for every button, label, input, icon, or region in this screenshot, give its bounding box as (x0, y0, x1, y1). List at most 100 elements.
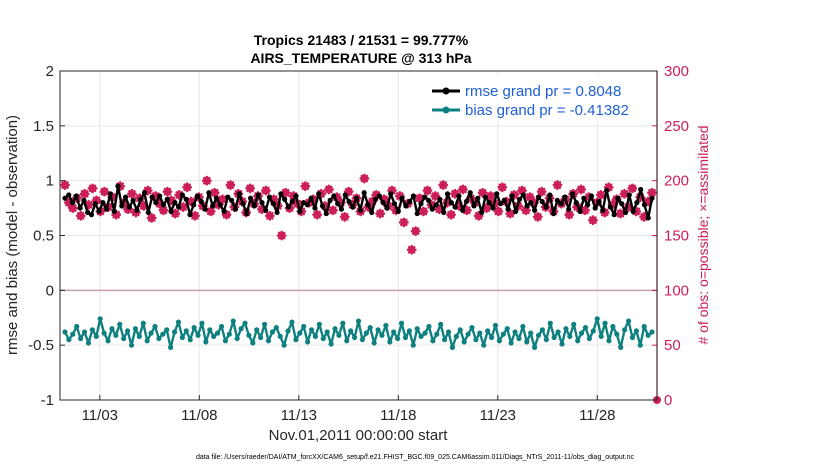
bias-point (144, 338, 150, 344)
obs-point (481, 203, 492, 213)
obs-point (461, 205, 472, 216)
bias-point (70, 331, 76, 337)
bias-point (406, 328, 412, 334)
obs-point (276, 230, 287, 241)
obs-point (473, 210, 484, 221)
rmse-point (202, 206, 208, 212)
bias-point (113, 332, 119, 338)
rmse-point (251, 203, 257, 209)
rmse-point (213, 195, 220, 201)
obs-point (485, 191, 496, 201)
bias-point (132, 326, 139, 332)
rmse-point (478, 209, 485, 216)
data-file-footnote: data file: /Users/raeder/DAI/ATM_forcXX/… (196, 454, 635, 461)
bias-point (395, 335, 401, 342)
obs-point (532, 211, 543, 222)
rmse-point (414, 210, 420, 217)
rmse-point (558, 201, 564, 207)
rmse-point (285, 204, 292, 210)
bias-point (211, 333, 217, 339)
y-right-tick-label: 250 (664, 118, 689, 135)
rmse-point (638, 186, 644, 193)
rmse-point (460, 207, 466, 213)
rmse-point (388, 191, 394, 197)
bias-series (62, 316, 655, 350)
rmse-point (240, 201, 246, 207)
rmse-point (573, 200, 579, 206)
obs-point (327, 205, 338, 216)
x-tick-label: 11/13 (281, 407, 317, 424)
rmse-point (62, 195, 68, 201)
rmse-point (634, 200, 640, 206)
obs-point (564, 209, 575, 220)
rmse-point (141, 190, 148, 196)
bias-point (312, 333, 319, 339)
rmse-point (357, 207, 363, 213)
rmse-point (122, 194, 129, 200)
bias-point (316, 321, 322, 327)
x-tick-label: 11/23 (480, 407, 516, 424)
rmse-point (596, 198, 602, 205)
rmse-point (293, 193, 299, 199)
rmse-point (399, 195, 405, 201)
bias-point (258, 334, 264, 341)
rmse-point (581, 195, 587, 201)
obs-point (398, 217, 409, 228)
bias-point (578, 330, 585, 336)
bias-point (301, 323, 307, 330)
rmse-point (96, 208, 102, 214)
bias-point (293, 337, 299, 343)
bias-point (289, 319, 295, 325)
bias-point (488, 334, 495, 341)
rmse-point (543, 204, 549, 210)
rmse-point (592, 205, 598, 211)
bias-point (442, 337, 448, 343)
obs-point (245, 183, 256, 194)
obs-point (331, 192, 342, 203)
rmse-point (391, 201, 398, 207)
rmse-point (380, 200, 386, 206)
bias-point (78, 335, 84, 342)
rmse-point (88, 212, 95, 218)
rmse-point (520, 192, 526, 198)
bias-point (649, 329, 655, 335)
legend-rmse-marker (442, 87, 450, 95)
rmse-point (611, 212, 617, 218)
obs-point (166, 195, 177, 206)
bias-point (246, 332, 252, 338)
legend-bias-label: bias grand pr = -0.41382 (465, 102, 629, 119)
bias-point (367, 325, 373, 331)
bias-point (563, 326, 569, 332)
rmse-point (107, 191, 114, 197)
bias-point (195, 332, 201, 338)
y-tick-label: -0.5 (28, 337, 54, 354)
obs-point (418, 206, 429, 217)
bias-point (449, 344, 456, 350)
rmse-point (338, 206, 345, 212)
bias-point (148, 330, 154, 336)
obs-point (99, 186, 110, 197)
obs-point (410, 226, 421, 237)
obs-point (67, 203, 78, 213)
obs-point (584, 192, 594, 203)
x-tick-label: 11/03 (82, 407, 118, 424)
x-ticks: 11/03 11/08 11/13 11/18 11/23 11/28 (82, 395, 616, 424)
bias-point (281, 342, 287, 348)
obs-point (261, 185, 271, 196)
obs-point (615, 208, 626, 219)
obs-point (375, 208, 386, 219)
rmse-point (331, 193, 337, 199)
bias-point (152, 323, 158, 330)
chart-subtitle: AIRS_TEMPERATURE @ 313 hPa (250, 50, 471, 66)
rmse-point (350, 204, 356, 210)
obs-point (623, 202, 634, 212)
bias-point (477, 330, 483, 336)
obs-point (595, 190, 606, 200)
obs-point (339, 211, 350, 222)
y-tick-label: 0 (46, 282, 54, 299)
rmse-point (607, 204, 613, 210)
rmse-point (645, 215, 651, 221)
rmse-point (550, 210, 557, 217)
bias-point (524, 339, 530, 345)
obs-point (91, 195, 102, 206)
